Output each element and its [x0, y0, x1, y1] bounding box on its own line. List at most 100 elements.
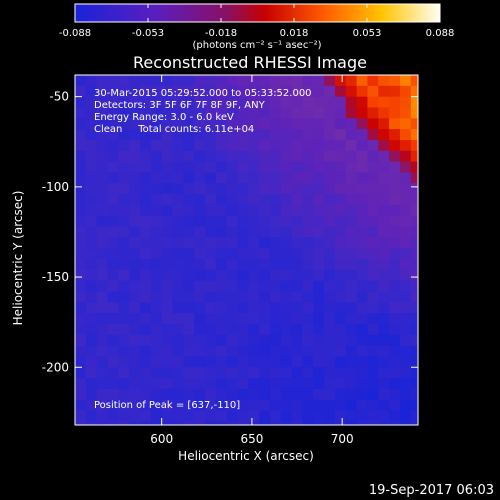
heatmap-cell: [96, 388, 109, 401]
heatmap-cell: [237, 129, 249, 141]
heatmap-cell: [313, 302, 325, 314]
heatmap-cell: [96, 96, 109, 109]
heatmap-cell: [356, 421, 369, 425]
heatmap-cell: [269, 226, 282, 238]
heatmap-cell: [334, 237, 347, 249]
heatmap-cell: [334, 323, 347, 336]
heatmap-cell: [356, 248, 369, 260]
heatmap-cell: [410, 421, 418, 425]
heatmap-cell: [96, 345, 109, 358]
heatmap-cell: [183, 139, 195, 152]
heatmap-cell: [410, 280, 418, 293]
heatmap-cell: [85, 75, 98, 87]
heatmap-cell: [269, 150, 282, 163]
heatmap-cell: [85, 226, 98, 238]
heatmap-cell: [96, 280, 109, 293]
heatmap-cell: [378, 150, 390, 163]
heatmap-cell: [150, 226, 163, 238]
heatmap-cell: [345, 323, 358, 336]
x-tick-label: 700: [331, 432, 354, 446]
heatmap-cell: [324, 204, 336, 217]
x-axis-label: Heliocentric X (arcsec): [178, 449, 314, 463]
heatmap-cell: [194, 107, 206, 119]
heatmap-cell: [139, 388, 152, 401]
heatmap-cell: [410, 194, 418, 206]
heatmap-cell: [96, 139, 109, 152]
heatmap-cell: [280, 378, 293, 390]
heatmap-cell: [291, 75, 304, 87]
heatmap-cell: [367, 410, 379, 422]
heatmap-cell: [107, 323, 119, 336]
heatmap-cell: [129, 334, 141, 347]
heatmap-cell: [345, 150, 358, 163]
heatmap-cell: [378, 139, 390, 152]
heatmap-cell: [280, 388, 293, 401]
heatmap-cell: [85, 291, 98, 303]
heatmap-cell: [85, 367, 98, 379]
heatmap-cell: [291, 248, 304, 260]
heatmap-cell: [161, 118, 174, 130]
heatmap-cell: [161, 150, 174, 163]
heatmap-cell: [367, 378, 379, 390]
heatmap-cell: [334, 248, 347, 260]
heatmap-cell: [248, 215, 260, 228]
heatmap-cell: [291, 410, 304, 422]
heatmap-cell: [334, 356, 347, 368]
heatmap-cell: [139, 75, 152, 87]
heatmap-cell: [410, 107, 418, 119]
heatmap-cell: [85, 172, 98, 184]
heatmap-cell: [259, 248, 271, 260]
heatmap-cell: [183, 323, 195, 336]
heatmap-cell: [367, 226, 379, 238]
heatmap-cell: [96, 302, 109, 314]
heatmap-cell: [280, 161, 293, 174]
heatmap-cell: [324, 85, 336, 98]
heatmap-cell: [334, 399, 347, 412]
heatmap-cell: [161, 367, 174, 379]
heatmap-cell: [183, 291, 195, 303]
heatmap-cell: [172, 118, 184, 130]
heatmap-cell: [302, 75, 314, 87]
heatmap-cell: [356, 356, 369, 368]
heatmap-cell: [129, 183, 141, 195]
heatmap-cell: [118, 334, 130, 347]
heatmap-cell: [410, 269, 418, 282]
heatmap-cell: [215, 118, 228, 130]
heatmap-cell: [378, 302, 390, 314]
heatmap-cell: [237, 378, 249, 390]
heatmap-cell: [410, 345, 418, 358]
heatmap-cell: [194, 323, 206, 336]
heatmap-cell: [378, 421, 390, 425]
heatmap-cell: [324, 334, 336, 347]
heatmap-cell: [399, 204, 412, 217]
heatmap-cell: [248, 388, 260, 401]
heatmap-cell: [356, 388, 369, 401]
heatmap-cell: [85, 421, 98, 425]
heatmap-cell: [107, 280, 119, 293]
heatmap-cell: [226, 388, 239, 401]
heatmap-cell: [118, 75, 130, 87]
heatmap-cell: [129, 399, 141, 412]
heatmap-cell: [367, 280, 379, 293]
heatmap-cell: [96, 291, 109, 303]
heatmap-cell: [356, 269, 369, 282]
heatmap-cell: [280, 323, 293, 336]
heatmap-cell: [226, 96, 239, 109]
heatmap-cell: [85, 378, 98, 390]
heatmap-cell: [389, 75, 401, 87]
heatmap-cell: [334, 118, 347, 130]
heatmap-cell: [183, 183, 195, 195]
heatmap-cell: [410, 85, 418, 98]
annotation-energy-range: Energy Range: 3.0 - 6.0 keV: [94, 112, 234, 123]
heatmap-cell: [75, 85, 87, 98]
heatmap-cell: [345, 345, 358, 358]
heatmap-cell: [107, 204, 119, 217]
heatmap-cell: [85, 388, 98, 401]
heatmap-cell: [215, 269, 228, 282]
heatmap-cell: [389, 107, 401, 119]
heatmap-cell: [324, 118, 336, 130]
heatmap-cell: [259, 226, 271, 238]
heatmap-cell: [226, 183, 239, 195]
heatmap-cell: [129, 367, 141, 379]
heatmap-cell: [324, 172, 336, 184]
